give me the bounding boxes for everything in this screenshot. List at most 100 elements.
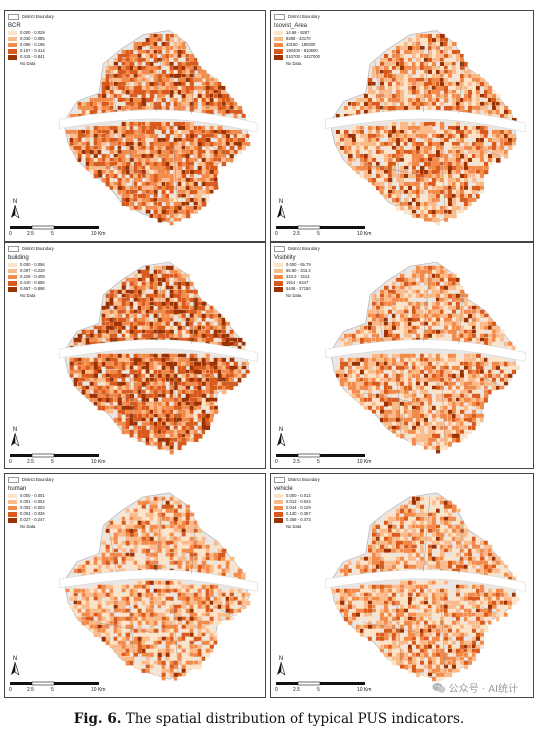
legend-swatch — [274, 494, 283, 499]
legend-class-label: 0.197 - 0.414 — [20, 48, 45, 54]
legend-class-4: 6448 - 27150 — [274, 286, 320, 292]
legend-title: Isovist_Area — [274, 23, 308, 30]
north-arrow-icon: N — [275, 656, 287, 675]
district-boundary-line — [440, 143, 446, 217]
legend-swatch — [8, 281, 17, 286]
map-canvas-visibility — [325, 261, 526, 454]
district-boundary-line — [423, 266, 431, 342]
legend-class-label: 0.030 - 0.085 — [20, 36, 45, 42]
legend-class-2: 43180 - 190300 — [274, 42, 320, 48]
map-canvas-human — [59, 492, 258, 681]
legend-class-label: 0.410 - 0.656 — [20, 280, 45, 286]
legend-class-label: 0.229 - 0.409 — [20, 274, 45, 280]
legend-swatch — [274, 287, 283, 292]
legend-swatch — [274, 275, 283, 280]
legend-class-label: 8288 - 43170 — [286, 36, 311, 42]
legend-class-1: 65.80 - 343.2 — [274, 268, 320, 274]
legend-class-0: 14.66 - 8287 — [274, 30, 320, 36]
district-boundary-line — [213, 606, 232, 615]
legend-class-1: 0.001 - 0.002 — [8, 499, 54, 505]
legend-swatch — [8, 494, 17, 499]
legend-class-label: 0.358 - 0.473 — [286, 517, 311, 523]
district-boundary-line — [440, 372, 446, 444]
legend-swatch — [8, 500, 17, 505]
district-boundary-line — [173, 602, 179, 674]
river-han — [59, 109, 258, 133]
river-han — [59, 339, 258, 362]
legend-class-label: 0.415 - 0.841 — [20, 54, 45, 60]
district-boundary-line — [129, 602, 135, 664]
river-han — [325, 109, 526, 133]
river-han — [59, 569, 258, 592]
legend-swatch — [274, 263, 283, 268]
district-boundary-line — [129, 372, 135, 434]
legend-class-1: 0.030 - 0.085 — [8, 36, 54, 42]
legend-class-label: 0.001 - 0.002 — [20, 499, 45, 505]
no-data-label: No Data — [20, 292, 36, 298]
legend-swatch — [274, 500, 283, 505]
district-boundary-line — [191, 290, 196, 344]
legend-class-label: 65.80 - 343.2 — [286, 268, 311, 274]
district-boundary-line — [96, 163, 152, 175]
legend-human: District Boundary human 0.000 - 0.001 0.0… — [8, 477, 54, 530]
district-boundary-line — [363, 392, 419, 404]
north-arrow-icon: N — [275, 199, 287, 218]
no-data-label: No Data — [286, 523, 302, 529]
legend-title: BCR — [8, 23, 21, 30]
legend-swatch — [274, 512, 283, 517]
district-boundary-line — [155, 34, 163, 112]
figure-caption-text: The spatial distribution of typical PUS … — [125, 711, 465, 727]
map-panel-building: District Boundary building 0.000 - 0.096… — [4, 242, 266, 469]
legend-swatch — [8, 31, 17, 36]
map-panel-vehicle: District Boundary vehicle 0.000 - 0.012 0… — [270, 473, 534, 698]
legend-swatch — [8, 518, 17, 523]
district-boundary-line — [480, 376, 499, 385]
district-boundary-legend: District Boundary — [8, 477, 54, 484]
legend-title: vehicle — [274, 486, 293, 493]
legend-swatch — [274, 49, 283, 54]
legend-class-1: 0.013 - 0.043 — [274, 499, 320, 505]
legend-class-2: 0.229 - 0.409 — [8, 274, 54, 280]
no-data-label: No Data — [20, 523, 36, 529]
no-data-label: No Data — [286, 292, 302, 298]
legend-class-label: 0.027 - 0.247 — [20, 517, 45, 523]
legend-class-label: 190400 - 810600 — [286, 48, 318, 54]
scale-bar: 0 2.5 5 10 Km — [275, 225, 371, 237]
legend-class-3: 1514 - 6447 — [274, 280, 320, 286]
district-boundary-line — [458, 59, 464, 115]
legend-class-4: 810700 - 2427000 — [274, 54, 320, 60]
legend-class-0: 0.000 - 0.029 — [8, 30, 54, 36]
scale-bar: 0 2.5 5 10 Km — [275, 453, 371, 465]
no-data-label: No Data — [286, 60, 302, 66]
legend-class-3: 0.004 - 0.026 — [8, 511, 54, 517]
legend-class-label: 0.000 - 0.096 — [20, 262, 45, 268]
legend-title: building — [8, 255, 29, 262]
north-arrow-icon: N — [9, 199, 21, 218]
district-boundary-line — [173, 143, 179, 217]
map-panel-bcr: District Boundary BCR 0.000 - 0.029 0.030… — [4, 10, 266, 242]
legend-swatch — [8, 269, 17, 274]
legend-class-label: 0.130 - 0.357 — [286, 511, 311, 517]
district-boundary-line — [480, 147, 499, 156]
district-boundary-line — [374, 521, 384, 572]
district-boundary-line — [155, 266, 163, 342]
scale-bar: 0 2.5 5 10 Km — [9, 453, 105, 465]
river-han — [325, 339, 526, 362]
district-boundary-legend: District Boundary — [8, 14, 54, 21]
district-boundary-legend: District Boundary — [274, 246, 320, 253]
north-arrow-icon: N — [9, 427, 21, 446]
legend-isovist-area: District Boundary Isovist_Area 14.66 - 8… — [274, 14, 320, 67]
legend-class-label: 0.000 - 0.029 — [20, 30, 45, 36]
district-boundary-line — [440, 602, 446, 674]
district-boundary-line — [213, 376, 232, 385]
legend-class-label: 6448 - 27150 — [286, 286, 311, 292]
map-canvas-bcr — [59, 30, 258, 226]
figure-caption: Fig. 6. The spatial distribution of typi… — [0, 711, 538, 727]
district-boundary-line — [423, 496, 431, 572]
scale-bar: 0 2.5 5 10 Km — [9, 225, 105, 237]
district-boundary-legend: District Boundary — [274, 14, 320, 21]
legend-swatch — [8, 43, 17, 48]
legend-class-3: 0.410 - 0.656 — [8, 280, 54, 286]
legend-class-label: 0.657 - 0.896 — [20, 286, 45, 292]
legend-class-label: 0.013 - 0.043 — [286, 499, 311, 505]
